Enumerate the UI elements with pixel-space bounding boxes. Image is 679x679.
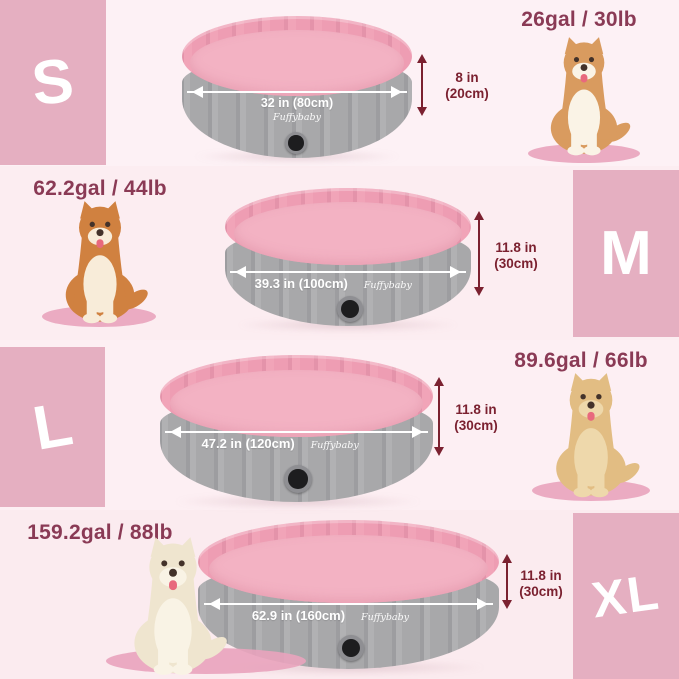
height-arrow-m bbox=[478, 215, 480, 292]
diameter-arrow-s bbox=[186, 85, 408, 98]
capacity-label-m: 62.2gal / 44lb bbox=[33, 177, 167, 200]
diameter-annotation-l: 47.2 in (120cm) Fuffybaby bbox=[182, 436, 379, 451]
pool-m: 39.3 in (100cm) Fuffybaby bbox=[225, 188, 471, 326]
drain-valve bbox=[337, 296, 363, 322]
pool-s: 32 in (80cm) Fuffybaby bbox=[182, 16, 412, 158]
diameter-arrow-l bbox=[165, 425, 428, 438]
diameter-annotation-m: 39.3 in (100cm) Fuffybaby bbox=[245, 276, 422, 291]
size-letter-l: L bbox=[27, 389, 78, 464]
height-arrow-s bbox=[421, 58, 423, 112]
capacity-label-xl: 159.2gal / 88lb bbox=[27, 521, 173, 544]
size-badge-s: S bbox=[0, 0, 106, 165]
drain-valve bbox=[338, 635, 364, 661]
height-label-m: 11.8 in (30cm) bbox=[494, 240, 538, 272]
capacity-label-s: 26gal / 30lb bbox=[521, 8, 637, 31]
diameter-annotation-xl: 62.9 in (160cm) Fuffybaby bbox=[222, 608, 439, 623]
brand-logo: Fuffybaby bbox=[310, 440, 359, 451]
height-arrow-l bbox=[438, 381, 440, 452]
height-label-s: 8 in (20cm) bbox=[445, 70, 489, 102]
diameter-label-m: 39.3 in (100cm) bbox=[254, 276, 348, 291]
diameter-label-xl: 62.9 in (160cm) bbox=[251, 608, 346, 623]
pool-floor bbox=[208, 534, 489, 604]
size-badge-m: M bbox=[573, 170, 679, 337]
pool-l: 47.2 in (120cm) Fuffybaby bbox=[160, 355, 433, 502]
size-badge-l: L bbox=[0, 347, 105, 507]
size-letter-xl: XL bbox=[588, 563, 664, 629]
diameter-arrow-xl bbox=[204, 597, 493, 610]
height-label-xl: 11.8 in (30cm) bbox=[519, 568, 563, 600]
drain-valve bbox=[284, 465, 312, 493]
drain-valve bbox=[285, 132, 307, 154]
diameter-annotation-s: 32 in (80cm) Fuffybaby bbox=[182, 96, 412, 123]
size-letter-s: S bbox=[28, 45, 78, 119]
diameter-label-l: 47.2 in (120cm) bbox=[201, 436, 295, 451]
diameter-arrow-m bbox=[229, 265, 467, 278]
size-letter-m: M bbox=[600, 218, 652, 288]
height-arrow-xl bbox=[506, 558, 508, 605]
pool-floor bbox=[190, 30, 404, 96]
capacity-label-l: 89.6gal / 66lb bbox=[514, 349, 648, 372]
brand-logo: Fuffybaby bbox=[363, 280, 412, 291]
dog-illustration bbox=[134, 537, 231, 675]
size-badge-xl: XL bbox=[573, 513, 679, 679]
dog-illustration bbox=[65, 201, 151, 324]
height-label-l: 11.8 in (30cm) bbox=[454, 402, 498, 434]
brand-logo: Fuffybaby bbox=[361, 612, 410, 623]
brand-logo: Fuffybaby bbox=[272, 112, 321, 123]
pool-floor bbox=[169, 369, 424, 438]
pool-xl: 62.9 in (160cm) Fuffybaby bbox=[198, 520, 499, 669]
diameter-label-s: 32 in (80cm) bbox=[260, 96, 334, 110]
dog-illustration bbox=[550, 37, 634, 156]
pool-floor bbox=[233, 201, 463, 266]
dog-illustration bbox=[556, 373, 643, 498]
